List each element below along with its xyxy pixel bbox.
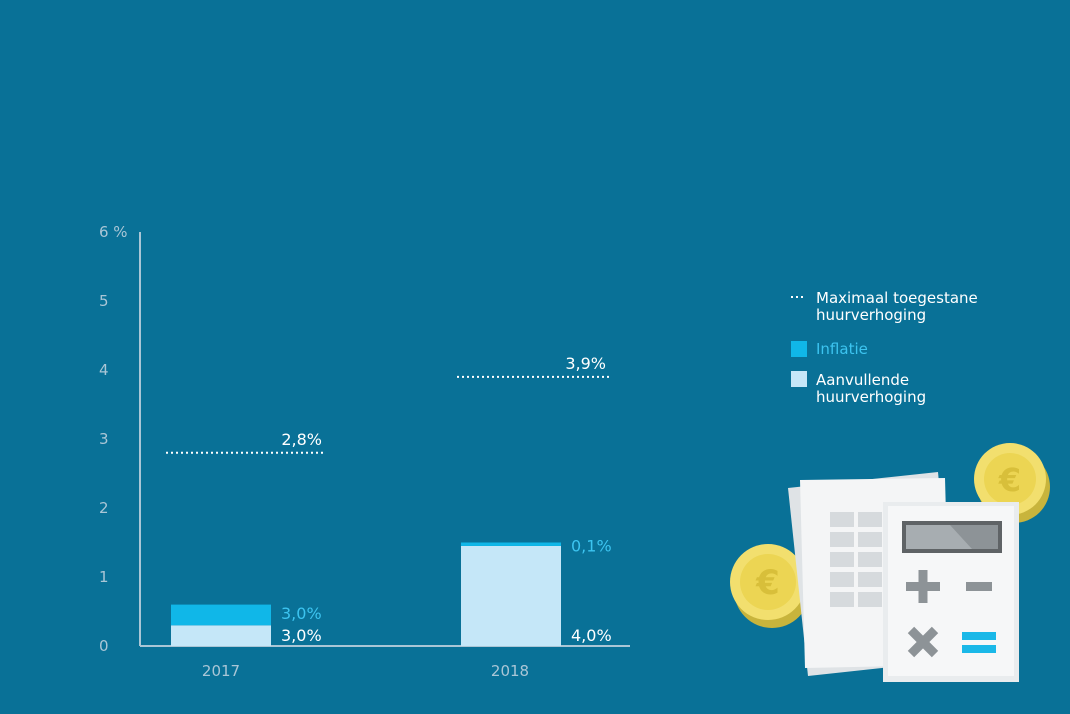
y-tick-label: 5 [99, 292, 109, 310]
y-tick-label: 4 [99, 361, 109, 379]
bar-aanvullende [171, 625, 271, 646]
calculator-icon [883, 502, 1019, 682]
y-tick-label: 2 [99, 499, 109, 517]
y-tick-label: 3 [99, 430, 109, 448]
inflatie-value-label: 3,0% [281, 604, 322, 623]
legend-aanvullende-label: huurverhoging [816, 388, 926, 406]
legend: Maximaal toegestanehuurverhogingInflatie… [791, 289, 978, 406]
euro-coin-left-icon: € [730, 544, 810, 628]
bars: 3,0% 3,0% 2,8% 2017 4,0% 0,1% 3,9% 2018 [166, 354, 612, 680]
x-category-label: 2017 [202, 662, 240, 680]
legend-aanvullende-label: Aanvullende [816, 371, 909, 389]
x-category-label: 2018 [491, 662, 529, 680]
bar-inflatie [171, 604, 271, 626]
aanvullende-value-label: 4,0% [571, 626, 612, 645]
legend-inflatie-swatch [791, 341, 807, 357]
y-tick-label: 1 [99, 568, 109, 586]
max-allowed-label: 3,9% [565, 354, 606, 373]
legend-aanvullende-swatch [791, 371, 807, 387]
coin-symbol: € [998, 461, 1021, 499]
bar-inflatie [461, 542, 561, 546]
inflatie-value-label: 0,1% [571, 537, 612, 556]
y-tick-label: 6 % [99, 223, 128, 241]
aanvullende-value-label: 3,0% [281, 626, 322, 645]
legend-inflatie-label: Inflatie [816, 340, 868, 358]
coin-symbol: € [755, 563, 780, 603]
y-tick-label: 0 [99, 637, 109, 655]
bar-aanvullende [461, 545, 561, 646]
legend-max-label: huurverhoging [816, 306, 926, 324]
calculator-illustration: € € [730, 443, 1050, 682]
max-allowed-label: 2,8% [281, 430, 322, 449]
legend-max-label: Maximaal toegestane [816, 289, 978, 307]
